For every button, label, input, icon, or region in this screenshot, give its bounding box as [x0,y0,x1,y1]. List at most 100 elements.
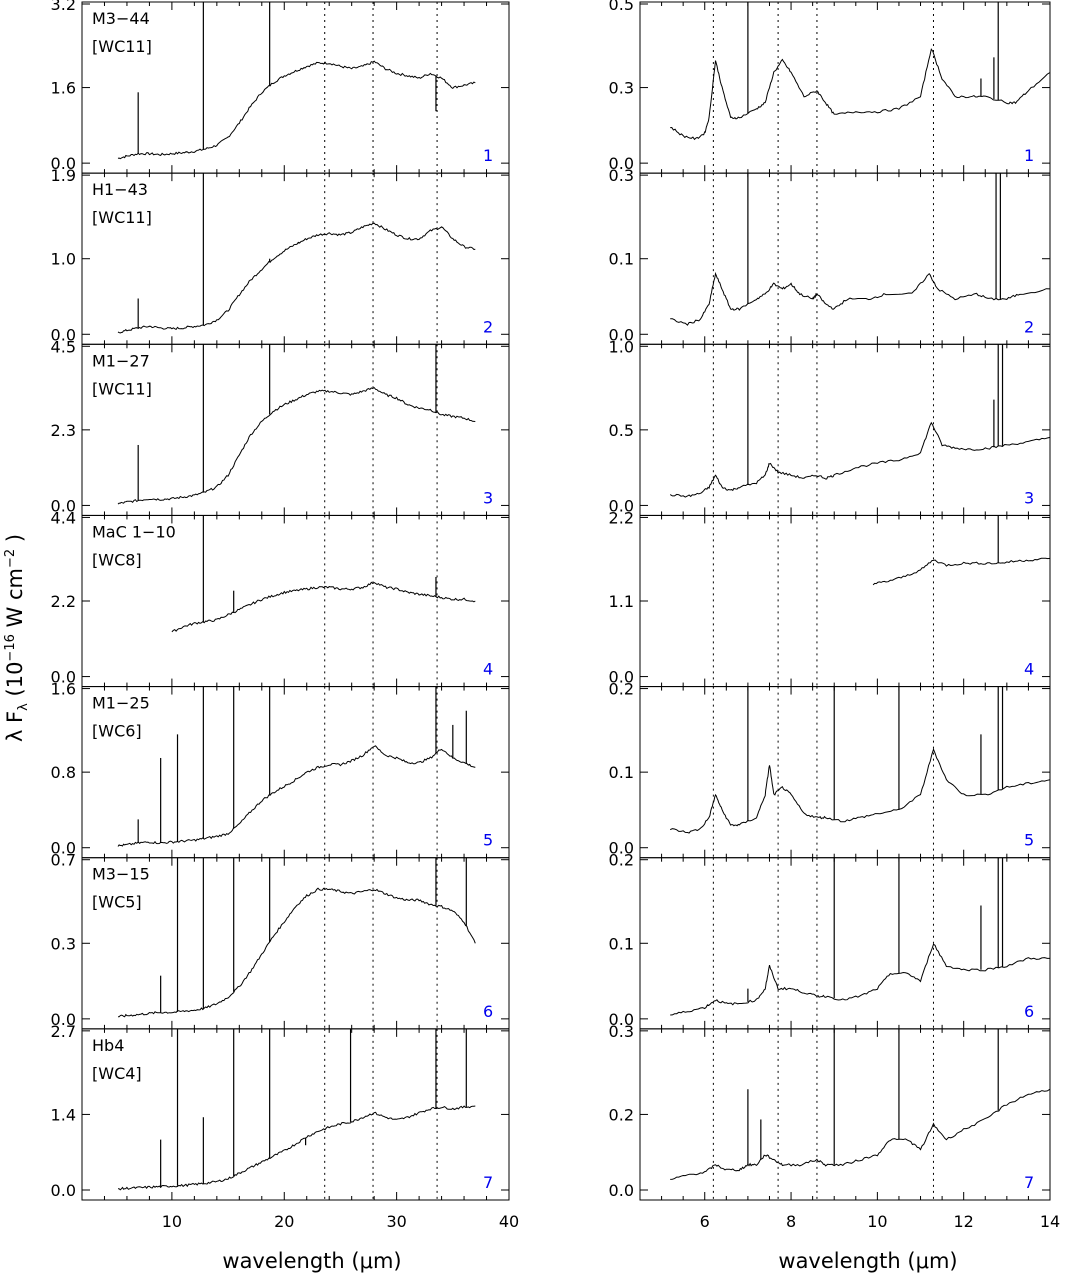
panel-2-left: 0.0 1.0 1.9 H1−43 [WC11] 2 [51,166,510,345]
spectral-type: [WC6] [92,722,142,741]
panel-frame [639,1028,1051,1201]
x-tick-label: 14 [1040,1212,1060,1231]
y-tick-label: 0.0 [51,1181,76,1200]
spectral-type: [WC8] [92,550,142,569]
spectrum-line [117,222,476,334]
y-tick-label: 0.0 [51,325,76,344]
panel-number: 3 [1024,488,1034,507]
panel-3-right: 0.0 0.5 1.0 3 [609,337,1051,516]
panel-number: 6 [483,1002,493,1021]
spectrum-line [872,557,1051,586]
y-axis-title-sub: λ [16,703,31,711]
spectrum-line [670,943,1050,1016]
y-tick-label: 1.0 [609,337,634,356]
panel-number: 1 [483,146,493,165]
object-name: M1−25 [92,694,150,713]
y-tick-label: 0.5 [609,421,634,440]
y-tick-label: 2.7 [51,1022,76,1041]
panel-2-right: 0.0 0.1 0.3 2 [609,166,1051,345]
y-axis-title: λ Fλ (10−16 W cm−2 ) [3,534,31,742]
panel-6-left: 0.0 0.3 0.7 M3−15 [WC5] 6 [51,851,510,1030]
panel-7-left: 0.0 1.4 2.7 Hb4 [WC4] 7 [51,1022,510,1201]
y-tick-label: 1.9 [51,166,76,185]
y-tick-label: 0.0 [51,668,76,687]
spectrum-line [118,887,476,1018]
y-tick-label: 0.0 [609,668,634,687]
x-tick-label: 40 [499,1212,519,1231]
y-tick-label: 0.8 [51,763,76,782]
panel-3-left: 0.0 2.3 4.5 M1−27 [WC11] 3 [51,337,510,516]
spectrum-line [117,60,476,160]
panel-frame [639,857,1051,1030]
panel-number: 2 [483,317,493,336]
y-tick-label: 0.0 [609,1181,634,1200]
x-axis-title-left: wavelength (μm) [222,1249,401,1273]
panel-number: 5 [483,831,493,850]
x-tick-label: 6 [700,1212,710,1231]
panel-4-right: 0.0 1.1 2.2 4 [609,508,1051,688]
y-tick-label: 0.0 [51,154,76,173]
y-tick-label: 2.3 [51,421,76,440]
y-tick-label: 0.0 [51,839,76,858]
y-tick-label: 0.0 [609,839,634,858]
x-tick-label: 12 [954,1212,974,1231]
spectral-type: [WC5] [92,893,142,912]
object-name: M3−15 [92,865,150,884]
panel-frame [639,1,1051,174]
y-tick-label: 2.2 [51,592,76,611]
x-tick-label: 20 [274,1212,294,1231]
x-tick-label: 30 [386,1212,406,1231]
y-tick-label: 0.0 [51,1010,76,1029]
panel-number: 7 [483,1173,493,1192]
y-tick-label: 1.4 [51,1105,76,1124]
spectrum-line [117,745,476,847]
panel-6-right: 0.0 0.1 0.2 6 [609,851,1051,1030]
panel-number: 3 [483,488,493,507]
y-tick-label: 0.3 [609,79,634,98]
panel-frame [639,514,1051,688]
y-tick-label: 1.0 [51,250,76,269]
y-tick-label: 2.2 [609,508,634,527]
y-tick-label: 1.1 [609,592,634,611]
spectrum-line [118,1105,476,1191]
spectrum-line [171,581,476,633]
y-tick-label: 1.6 [51,680,76,699]
y-axis-title-main: λ F [3,711,27,742]
panel-frame [81,1028,510,1201]
object-name: Hb4 [92,1036,124,1055]
panel-number: 7 [1024,1173,1034,1192]
y-axis-title-unit: W cm [3,568,27,634]
x-axis-title-right: wavelength (μm) [778,1249,957,1273]
panel-frame [639,343,1051,516]
y-tick-label: 4.5 [51,337,76,356]
spectrum-line [670,48,1051,141]
y-tick-label: 0.3 [51,934,76,953]
panel-number: 2 [1024,317,1034,336]
y-axis-title-exp2: −2 [3,549,18,568]
panel-number: 6 [1024,1002,1034,1021]
y-axis-title-close: ) [3,534,27,549]
y-tick-label: 0.5 [609,0,634,14]
y-tick-label: 0.1 [609,763,634,782]
spectrum-line [670,1088,1051,1180]
x-tick-label: 10 [162,1212,182,1231]
spectral-type: [WC11] [92,379,152,398]
panel-number: 1 [1024,146,1034,165]
x-tick-label: 8 [786,1212,796,1231]
panel-5-right: 0.0 0.1 0.2 5 [609,680,1051,859]
y-axis-title-exp1: −16 [3,634,18,661]
y-tick-label: 0.2 [609,851,634,870]
panel-number: 5 [1024,831,1034,850]
spectral-type: [WC4] [92,1064,142,1083]
y-tick-label: 0.0 [609,1010,634,1029]
y-tick-label: 0.7 [51,851,76,870]
y-tick-label: 0.1 [609,250,634,269]
y-tick-label: 0.2 [609,1105,634,1124]
spectral-type: [WC11] [92,37,152,56]
y-tick-label: 0.0 [609,154,634,173]
panel-number: 4 [1024,660,1034,679]
object-name: MaC 1−10 [92,522,176,541]
panel-frame [639,172,1051,345]
object-name: M1−27 [92,351,150,370]
y-tick-label: 0.0 [609,325,634,344]
